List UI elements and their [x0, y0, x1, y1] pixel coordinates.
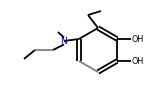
Text: N: N	[61, 36, 67, 46]
Text: OH: OH	[132, 57, 144, 65]
Text: OH: OH	[132, 34, 144, 44]
